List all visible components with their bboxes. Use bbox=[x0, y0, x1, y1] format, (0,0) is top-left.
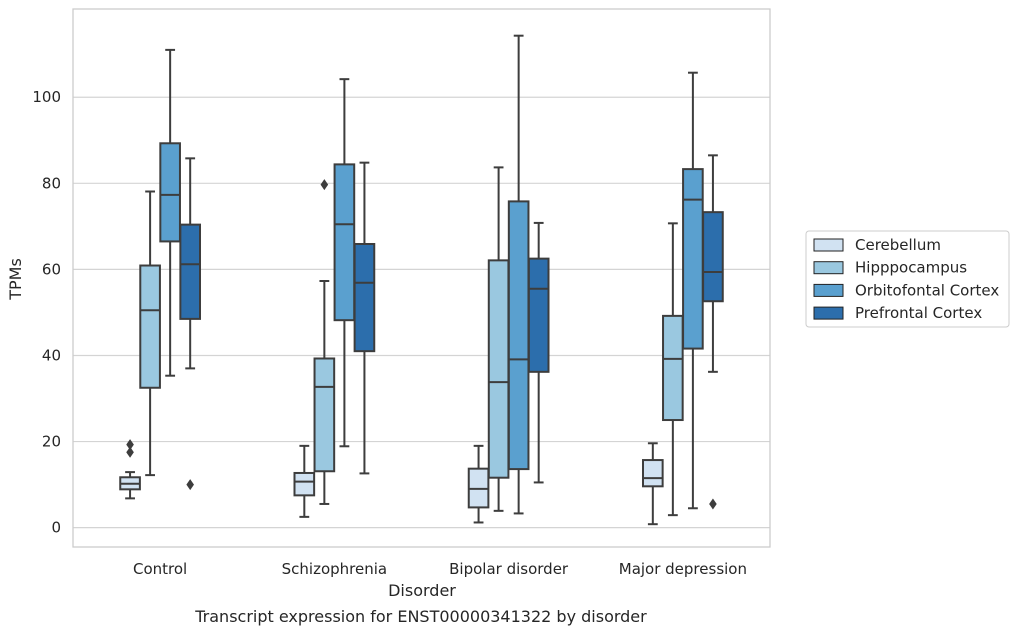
legend: Cerebellum Hipppocampus Orbitofontal Corte… bbox=[805, 230, 1010, 328]
box-plot bbox=[507, 34, 530, 515]
outlier-point bbox=[186, 479, 194, 491]
box-plot bbox=[353, 161, 376, 475]
y-tick-label: 0 bbox=[51, 519, 61, 537]
box-body bbox=[179, 223, 202, 320]
legend-swatch bbox=[813, 306, 844, 320]
x-axis-title: Disorder bbox=[388, 581, 456, 600]
box-body bbox=[507, 200, 530, 471]
box-plot bbox=[293, 444, 316, 518]
legend-swatch bbox=[813, 283, 844, 297]
box-body bbox=[487, 259, 510, 479]
y-tick-label: 100 bbox=[32, 88, 61, 106]
outlier-point bbox=[709, 498, 717, 510]
legend-frame bbox=[805, 230, 1010, 328]
outlier-point bbox=[126, 446, 134, 458]
x-tick-label: Bipolar disorder bbox=[449, 560, 569, 578]
box-body bbox=[682, 168, 704, 350]
box-plot bbox=[487, 166, 510, 512]
box-body bbox=[293, 471, 316, 497]
legend-swatch bbox=[813, 261, 844, 275]
box-plot bbox=[467, 444, 490, 524]
x-tick-label: Schizophrenia bbox=[282, 560, 387, 578]
legend-swatch bbox=[813, 238, 844, 252]
y-tick-label: 80 bbox=[42, 174, 61, 192]
y-tick-label: 40 bbox=[42, 346, 61, 364]
box-plot bbox=[682, 71, 704, 510]
y-axis-title: TPMs bbox=[6, 258, 25, 301]
box-body bbox=[641, 459, 664, 488]
box-plot bbox=[527, 221, 550, 484]
outlier-point bbox=[320, 179, 329, 191]
box-body bbox=[313, 357, 336, 473]
y-tick-label: 60 bbox=[42, 260, 61, 278]
legend-label: Hipppocampus bbox=[855, 259, 967, 277]
box-body bbox=[353, 242, 376, 353]
boxes bbox=[119, 34, 724, 526]
box-body bbox=[662, 314, 684, 422]
box-body bbox=[139, 264, 161, 389]
box-plot bbox=[139, 190, 161, 477]
x-tick-label: Control bbox=[133, 560, 187, 578]
box-plot bbox=[702, 154, 724, 510]
legend-label: Cerebellum bbox=[855, 236, 941, 254]
box-plot bbox=[159, 48, 181, 377]
legend-label: Orbitofontal Cortex bbox=[855, 281, 999, 299]
box-body bbox=[159, 142, 181, 243]
box-plot bbox=[119, 439, 141, 500]
box-body bbox=[333, 163, 356, 322]
y-tick-label: 20 bbox=[42, 433, 61, 451]
box-body bbox=[527, 257, 550, 373]
box-plot bbox=[179, 157, 202, 491]
outlier-point bbox=[126, 439, 134, 451]
box-body bbox=[702, 211, 724, 303]
tick-labels: 0 20 40 60 80 100 Control Schizophrenia Bipolar … bbox=[32, 88, 747, 578]
chart-caption: Transcript expression for ENST0000034132… bbox=[194, 607, 647, 626]
plot-frame bbox=[72, 8, 771, 548]
box-plot bbox=[641, 442, 664, 526]
legend-label: Prefrontal Cortex bbox=[855, 304, 982, 322]
x-tick-label: Major depression bbox=[619, 560, 747, 578]
box-plot bbox=[333, 78, 356, 448]
box-plot bbox=[313, 179, 336, 505]
box-plot bbox=[662, 222, 684, 517]
